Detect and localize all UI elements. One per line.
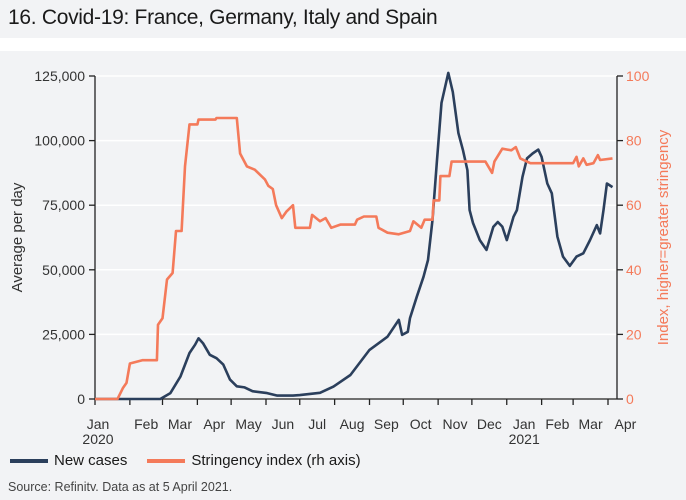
- x-tick-label: Mar: [168, 416, 192, 432]
- legend-item-new-cases: New cases: [10, 452, 127, 469]
- x-tick-label: May: [235, 416, 261, 432]
- x-tick-label: Jan: [87, 416, 110, 432]
- series-line-stringency: [95, 116, 613, 401]
- legend-label-new-cases: New cases: [54, 452, 128, 469]
- x-tick-year-label: 2021: [509, 431, 540, 447]
- x-tick-label: Jan: [513, 416, 536, 432]
- divider: [0, 38, 686, 51]
- x-tick-label: Apr: [615, 416, 637, 432]
- y-left-tick-label: 75,000: [42, 197, 85, 213]
- x-tick-label: Dec: [477, 416, 502, 432]
- y-left-tick-label: 0: [77, 391, 85, 407]
- x-tick-label: Feb: [134, 416, 158, 432]
- x-tick-label: Jun: [272, 416, 295, 432]
- title-band: 16. Covid-19: France, Germany, Italy and…: [0, 0, 686, 38]
- legend: New cases Stringency index (rh axis): [10, 452, 381, 469]
- x-tick-label: Nov: [443, 416, 468, 432]
- y-left-tick-label: 25,000: [42, 326, 85, 342]
- chart-title: 16. Covid-19: France, Germany, Italy and…: [8, 6, 438, 29]
- y-right-tick-label: 80: [626, 133, 642, 149]
- legend-swatch-new-cases: [10, 458, 48, 463]
- x-tick-year-label: 2020: [82, 431, 113, 447]
- series-line-new-cases: [95, 71, 614, 401]
- legend-swatch-stringency: [147, 458, 186, 463]
- y-right-tick-label: 20: [626, 326, 642, 342]
- y-left-tick-label: 125,000: [34, 68, 85, 84]
- y-left-tick-label: 50,000: [42, 262, 85, 278]
- legend-item-stringency: Stringency index (rh axis): [147, 452, 361, 469]
- x-tick-label: Aug: [340, 416, 365, 432]
- legend-label-stringency: Stringency index (rh axis): [191, 452, 361, 469]
- y-right-tick-label: 100: [626, 68, 650, 84]
- source-note: Source: Refinitv. Data as at 5 April 202…: [8, 480, 233, 494]
- y-left-tick-label: 100,000: [34, 133, 85, 149]
- x-tick-label: Apr: [203, 416, 225, 432]
- x-tick-label: Oct: [410, 416, 432, 432]
- x-tick-label: Jul: [308, 416, 326, 432]
- y-right-tick-label: 60: [626, 197, 642, 213]
- y-right-tick-label: 0: [626, 391, 634, 407]
- x-tick-label: Mar: [579, 416, 603, 432]
- x-tick-label: Feb: [545, 416, 569, 432]
- y-left-axis-title: Average per day: [9, 182, 26, 292]
- x-tick-label: Sep: [374, 416, 399, 432]
- y-right-axis-title: Index, higher=greater stringency: [655, 129, 672, 345]
- y-right-tick-label: 40: [626, 262, 642, 278]
